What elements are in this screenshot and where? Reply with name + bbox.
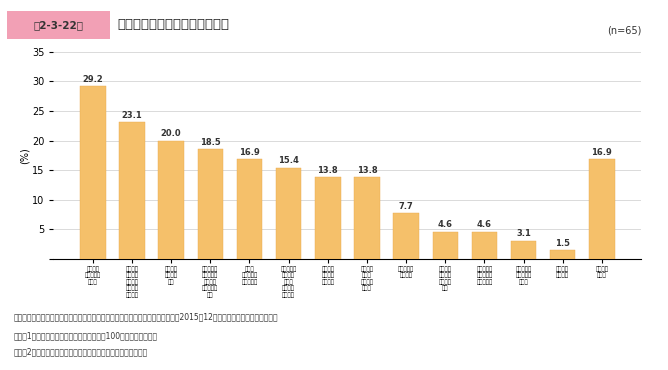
Bar xyxy=(393,213,419,259)
Y-axis label: (%): (%) xyxy=(19,147,29,164)
Text: 23.1: 23.1 xyxy=(122,111,142,120)
Bar xyxy=(315,177,341,259)
Bar xyxy=(198,149,223,259)
Bar xyxy=(276,168,301,259)
Bar xyxy=(432,232,458,259)
Text: 2．インバウンド対応を行っている企業を集計している。: 2．インバウンド対応を行っている企業を集計している。 xyxy=(13,348,148,357)
Bar xyxy=(550,250,575,259)
Text: 16.9: 16.9 xyxy=(591,148,612,157)
Bar xyxy=(120,122,145,259)
Bar xyxy=(511,240,536,259)
Text: 資料：中小企業庁委託「中小企業の成長と投資行動に関するアンケート調査」（2015年12月、（株）帝国データバンク）: 資料：中小企業庁委託「中小企業の成長と投資行動に関するアンケート調査」（2015… xyxy=(13,313,278,322)
Text: 4.6: 4.6 xyxy=(438,221,453,229)
Text: 13.8: 13.8 xyxy=(357,166,377,175)
Bar xyxy=(589,159,615,259)
Text: 29.2: 29.2 xyxy=(83,75,104,84)
Bar xyxy=(80,86,106,259)
Text: 18.5: 18.5 xyxy=(200,138,220,147)
Text: 16.9: 16.9 xyxy=(239,148,260,157)
Bar xyxy=(158,141,184,259)
Text: (n=65): (n=65) xyxy=(607,25,641,35)
Text: （注）1．複数回答のため、合計は必ずしも100％にはならない。: （注）1．複数回答のため、合計は必ずしも100％にはならない。 xyxy=(13,331,158,340)
Text: 20.0: 20.0 xyxy=(161,129,182,138)
Text: 4.6: 4.6 xyxy=(477,221,492,229)
Text: 3.1: 3.1 xyxy=(516,229,531,238)
Text: インバウンド対応における課題: インバウンド対応における課題 xyxy=(117,17,229,31)
Text: 13.8: 13.8 xyxy=(317,166,338,175)
Bar xyxy=(236,159,263,259)
Text: 7.7: 7.7 xyxy=(399,202,413,211)
Bar xyxy=(354,177,379,259)
Text: 第2-3-22図: 第2-3-22図 xyxy=(33,20,84,30)
FancyBboxPatch shape xyxy=(0,9,120,41)
Bar xyxy=(472,232,497,259)
Text: 15.4: 15.4 xyxy=(278,157,299,165)
Text: 1.5: 1.5 xyxy=(555,239,570,248)
